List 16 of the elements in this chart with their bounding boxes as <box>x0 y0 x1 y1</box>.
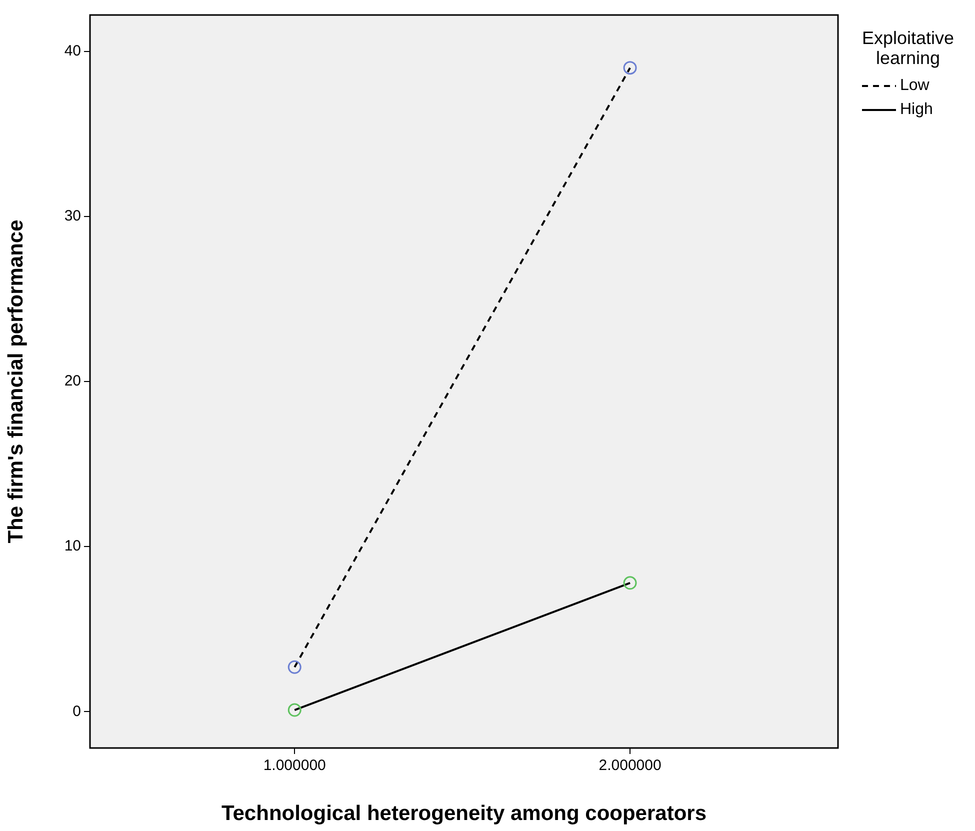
x-tick-label: 1.000000 <box>263 757 326 774</box>
y-tick-label: 40 <box>64 42 81 60</box>
y-tick-label: 20 <box>64 372 81 390</box>
legend-label: High <box>900 101 933 119</box>
point <box>288 703 302 717</box>
x-axis-title: Technological heterogeneity among cooperators <box>221 802 707 826</box>
y-tick-label: 10 <box>64 538 81 555</box>
legend-label: Low <box>900 77 930 95</box>
x-tick-label: 2.000000 <box>598 757 662 774</box>
point <box>288 660 302 674</box>
y-tick-label: 30 <box>64 208 81 225</box>
point <box>623 61 637 75</box>
legend-title: Exploitative learning <box>860 28 956 68</box>
point <box>623 576 637 590</box>
y-axis-title: The firm's financial performance <box>4 220 28 544</box>
y-tick-label: 0 <box>72 702 81 720</box>
